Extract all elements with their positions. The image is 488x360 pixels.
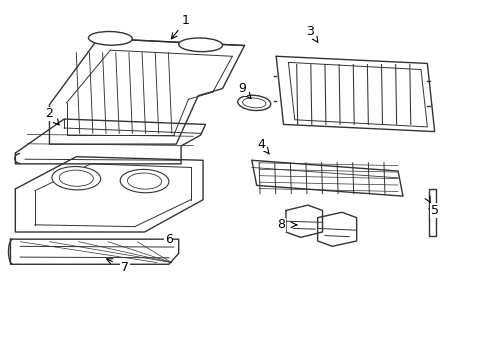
Ellipse shape bbox=[88, 32, 132, 45]
Text: 6: 6 bbox=[164, 233, 172, 246]
Polygon shape bbox=[49, 39, 244, 144]
Polygon shape bbox=[15, 119, 205, 164]
Text: 9: 9 bbox=[238, 82, 245, 95]
Ellipse shape bbox=[127, 173, 161, 189]
Text: 2: 2 bbox=[45, 107, 53, 120]
Ellipse shape bbox=[59, 170, 93, 186]
Polygon shape bbox=[251, 160, 402, 196]
Polygon shape bbox=[317, 212, 356, 246]
Ellipse shape bbox=[120, 170, 168, 193]
Ellipse shape bbox=[237, 95, 270, 111]
Polygon shape bbox=[15, 157, 203, 232]
Ellipse shape bbox=[242, 98, 265, 108]
Polygon shape bbox=[285, 205, 322, 237]
Text: 7: 7 bbox=[121, 261, 129, 274]
Polygon shape bbox=[276, 56, 434, 132]
Polygon shape bbox=[10, 239, 178, 264]
Ellipse shape bbox=[52, 167, 101, 190]
Text: 3: 3 bbox=[306, 25, 314, 38]
Text: 5: 5 bbox=[430, 204, 438, 217]
Ellipse shape bbox=[178, 38, 222, 51]
Text: 8: 8 bbox=[277, 218, 285, 231]
Text: 4: 4 bbox=[257, 138, 265, 150]
Text: 1: 1 bbox=[182, 14, 189, 27]
